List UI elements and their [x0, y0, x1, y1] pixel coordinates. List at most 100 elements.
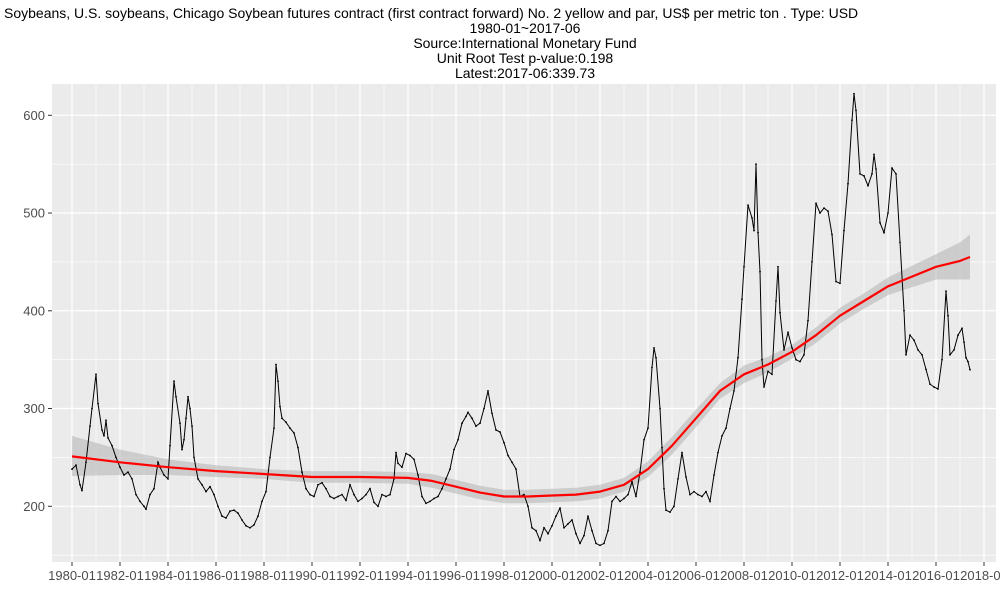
- price-point: [823, 207, 825, 210]
- price-point: [131, 478, 133, 480]
- price-point: [523, 493, 525, 496]
- price-point: [777, 265, 779, 268]
- price-point: [635, 495, 637, 498]
- price-point: [811, 261, 813, 263]
- price-point: [377, 505, 379, 508]
- price-point: [369, 487, 371, 490]
- x-tick-label: 1998-01: [480, 568, 528, 583]
- price-point: [689, 493, 691, 496]
- price-point: [511, 461, 513, 464]
- price-point: [531, 526, 533, 529]
- price-point: [843, 229, 845, 232]
- price-point: [779, 311, 781, 314]
- price-point: [289, 427, 291, 429]
- price-point: [853, 92, 855, 95]
- price-point: [421, 495, 423, 498]
- price-point: [741, 298, 743, 300]
- price-point: [433, 497, 435, 500]
- price-point: [535, 529, 537, 532]
- price-point: [725, 427, 727, 429]
- price-point: [729, 407, 731, 410]
- price-point: [187, 395, 189, 398]
- price-point: [127, 471, 129, 473]
- price-point: [651, 366, 653, 369]
- price-point: [669, 511, 671, 513]
- price-point: [465, 415, 467, 418]
- price-point: [631, 480, 633, 483]
- price-point: [701, 495, 703, 498]
- price-point: [879, 221, 881, 224]
- price-point: [191, 425, 193, 427]
- price-point: [827, 210, 829, 213]
- price-point: [831, 233, 833, 236]
- x-tick-label: 1980-01: [48, 568, 96, 583]
- chart-title-line-3: Source:International Monetary Fund: [413, 35, 636, 51]
- price-point: [887, 212, 889, 214]
- price-point: [193, 456, 195, 459]
- price-point: [445, 478, 447, 480]
- price-point: [475, 425, 477, 427]
- price-point: [855, 109, 857, 112]
- price-point: [957, 334, 959, 337]
- price-point: [963, 341, 965, 343]
- price-point: [409, 454, 411, 457]
- price-point: [135, 493, 137, 496]
- price-point: [173, 380, 175, 383]
- price-point: [575, 532, 577, 535]
- price-point: [583, 534, 585, 537]
- price-point: [655, 356, 657, 359]
- price-point: [479, 422, 481, 425]
- price-point: [949, 353, 951, 356]
- price-point: [429, 500, 431, 503]
- price-point: [317, 483, 319, 486]
- price-point: [591, 529, 593, 532]
- price-point: [507, 454, 509, 457]
- price-point: [229, 510, 231, 513]
- price-point: [555, 515, 557, 517]
- price-point: [461, 422, 463, 425]
- price-point: [705, 490, 707, 493]
- price-point: [167, 478, 169, 480]
- price-point: [101, 429, 103, 431]
- price-point: [721, 435, 723, 437]
- price-point: [587, 515, 589, 517]
- price-point: [425, 502, 427, 505]
- price-point: [543, 526, 545, 529]
- price-point: [627, 493, 629, 496]
- price-point: [417, 474, 419, 476]
- price-point: [643, 438, 645, 441]
- price-point: [119, 466, 121, 469]
- price-point: [313, 495, 315, 498]
- price-point: [807, 319, 809, 322]
- x-tick-label: 2006-01: [672, 568, 720, 583]
- price-point: [737, 356, 739, 359]
- price-point: [197, 478, 199, 480]
- price-point: [867, 184, 869, 187]
- x-tick-label: 2010-01: [768, 568, 816, 583]
- price-point: [763, 386, 765, 388]
- price-point: [397, 462, 399, 465]
- price-point: [269, 456, 271, 459]
- price-point: [467, 411, 469, 414]
- price-point: [967, 360, 969, 363]
- price-point: [221, 515, 223, 517]
- price-point: [89, 425, 91, 427]
- price-point: [743, 265, 745, 268]
- price-point: [839, 282, 841, 285]
- price-point: [909, 334, 911, 337]
- price-point: [753, 229, 755, 232]
- price-point: [107, 437, 109, 439]
- x-tick-label: 2004-01: [624, 568, 672, 583]
- price-point: [175, 395, 177, 398]
- price-point: [567, 523, 569, 525]
- price-point: [333, 497, 335, 500]
- price-point: [437, 495, 439, 498]
- price-point: [257, 515, 259, 517]
- price-point: [539, 539, 541, 542]
- price-point: [209, 485, 211, 488]
- price-point: [123, 474, 125, 476]
- price-point: [883, 231, 885, 234]
- price-point: [871, 173, 873, 175]
- y-tick-label: 300: [23, 401, 45, 416]
